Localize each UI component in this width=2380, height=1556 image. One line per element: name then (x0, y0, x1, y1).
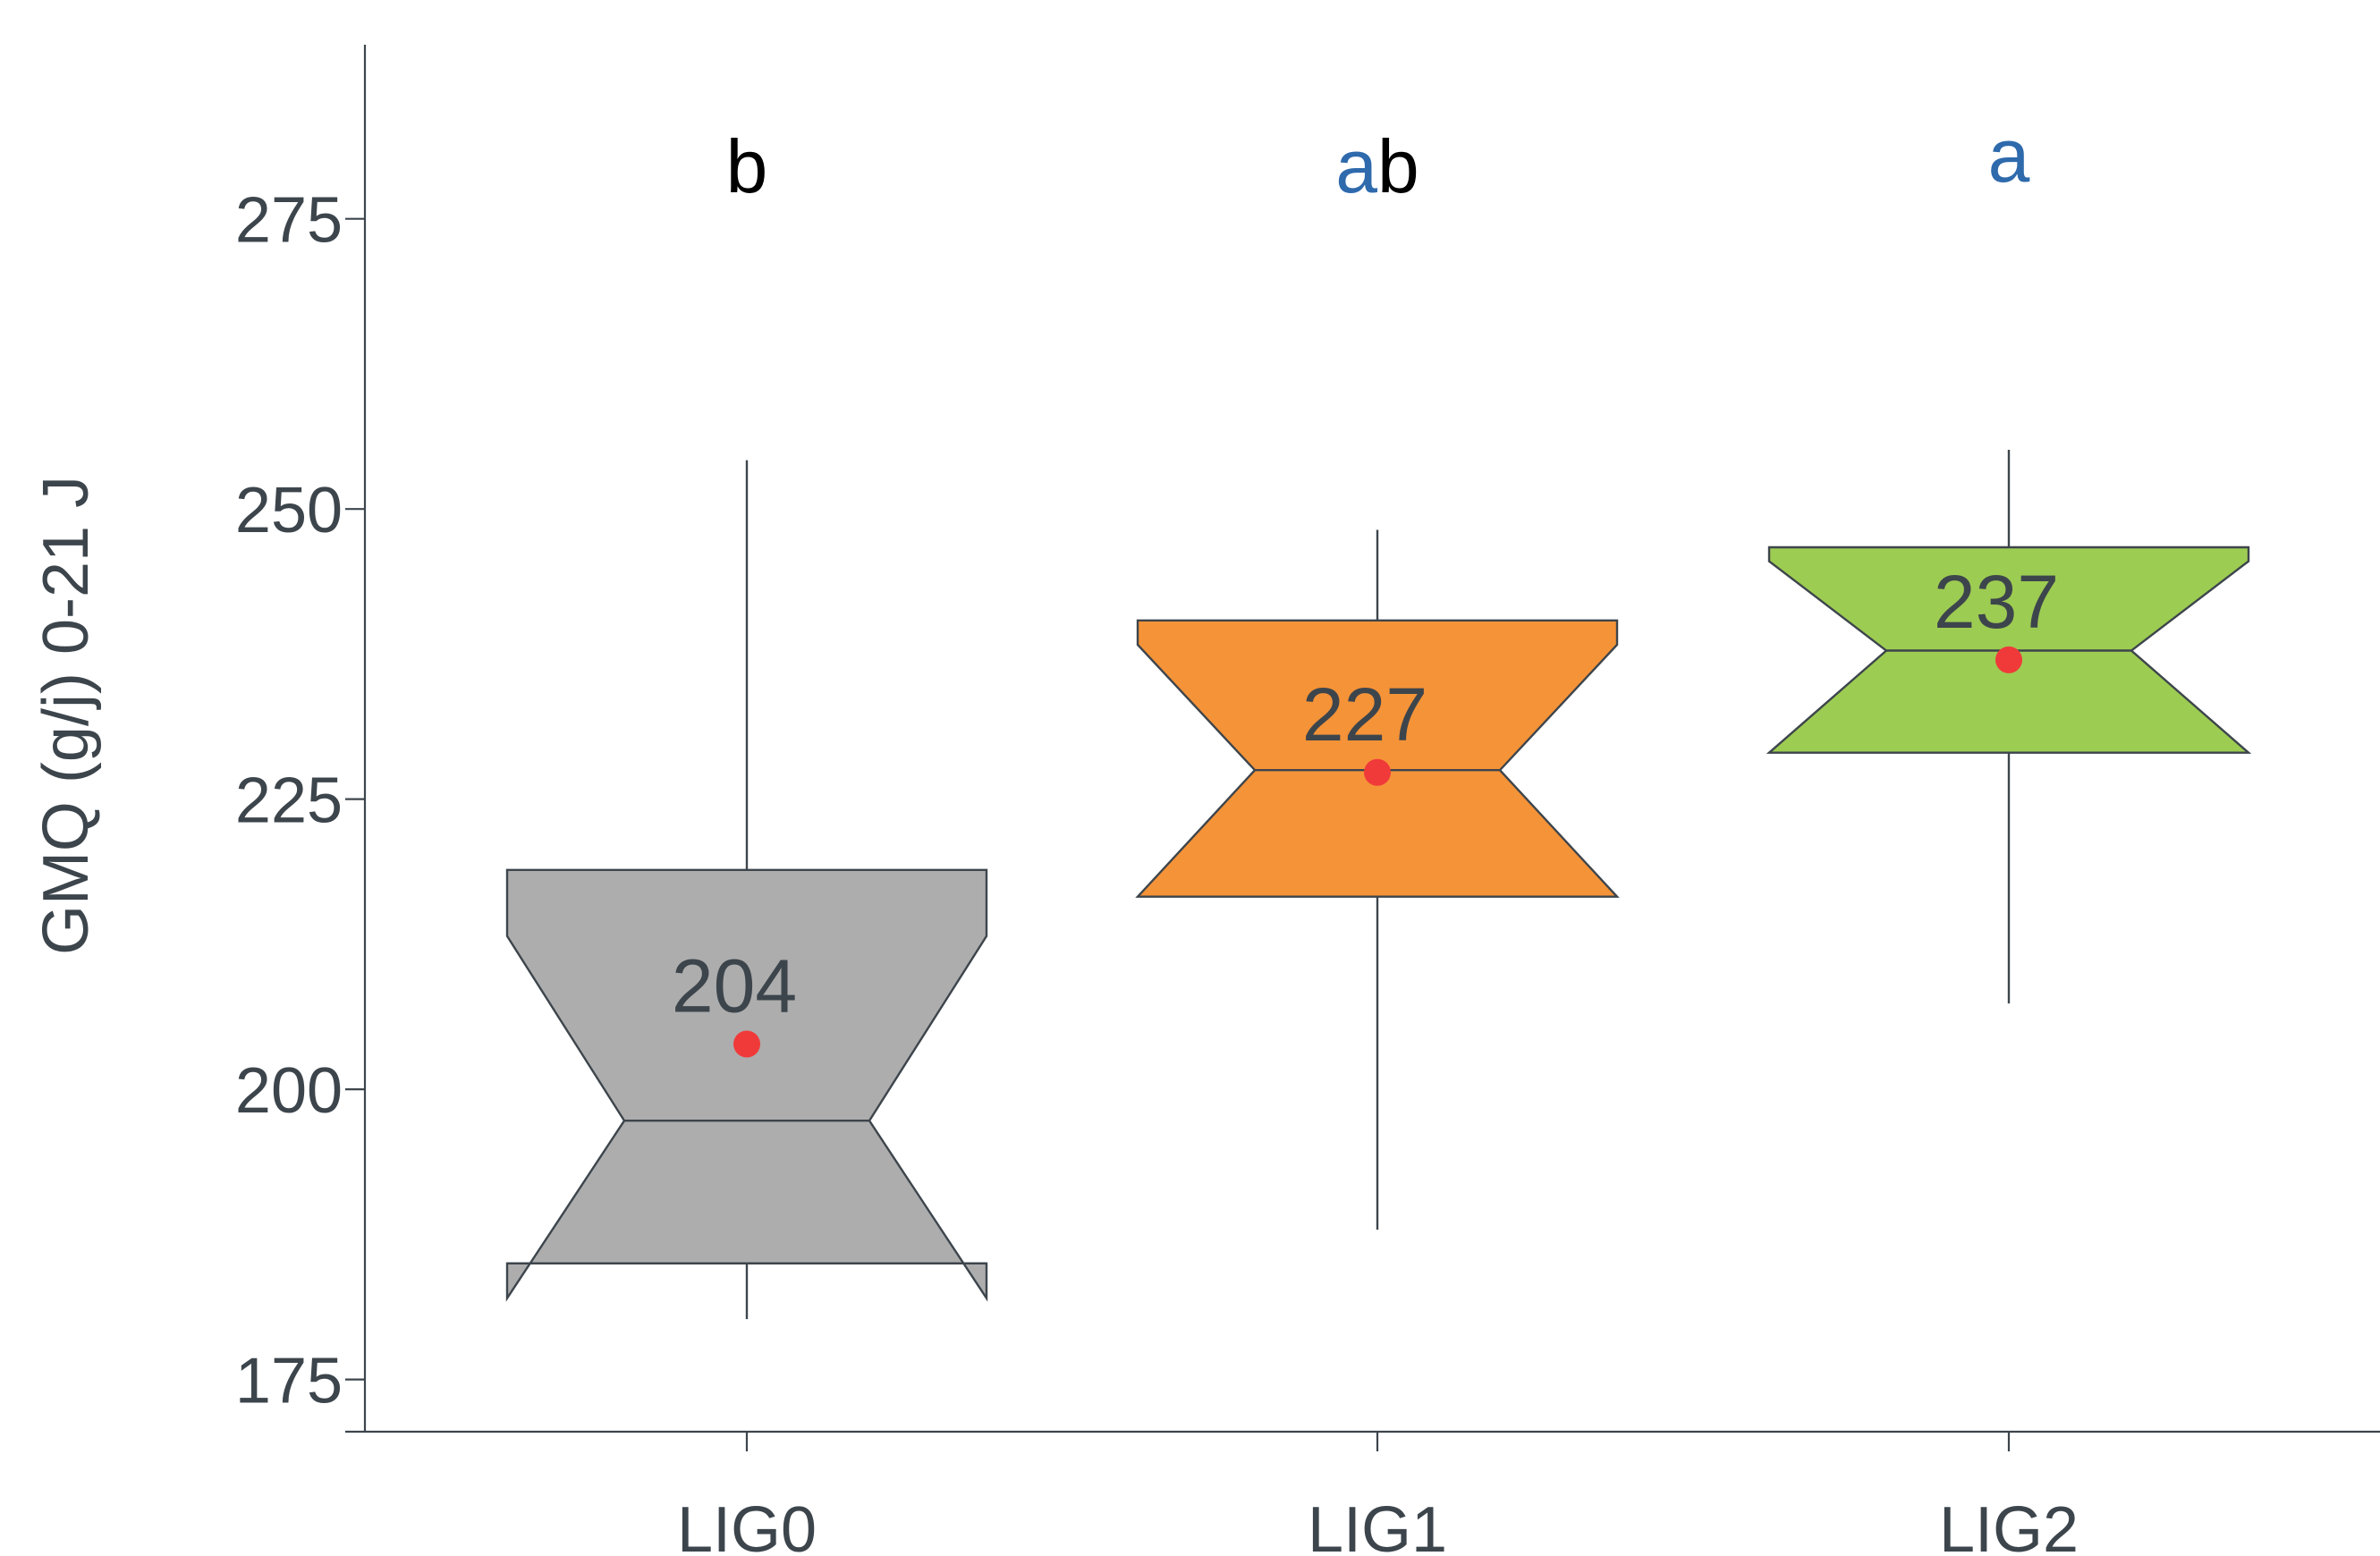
x-axis: LIG0 LIG1 LIG2 (345, 1430, 2380, 1556)
mean-marker (733, 1030, 760, 1058)
y-tick-label: 200 (235, 1055, 343, 1127)
mean-marker (1364, 758, 1391, 786)
significance-letter: a (1988, 114, 2030, 198)
x-tick-label: LIG2 (1939, 1494, 2079, 1556)
mean-label: 237 (1934, 560, 2059, 644)
box-body (505, 868, 988, 1302)
y-axis: 175 200 225 250 275 (235, 45, 367, 1432)
significance-letter: b (726, 124, 768, 208)
box-body (1135, 619, 1620, 898)
significance-letter: a (1335, 124, 1377, 208)
box-group-lig2: 237 a (1766, 114, 2252, 1004)
significance-letters: a (1988, 114, 2030, 198)
significance-letters: b (726, 124, 768, 208)
mean-label: 204 (672, 943, 797, 1027)
x-tick-label: LIG1 (1308, 1494, 1447, 1556)
box-group-lig0: 204 b (505, 124, 988, 1320)
significance-letter: b (1377, 124, 1419, 208)
box-group-lig1: 227 ab (1135, 124, 1620, 1230)
y-axis-title: GMQ (g/j) 0-21 J (30, 476, 102, 955)
y-tick-label: 275 (235, 185, 343, 257)
y-tick-label: 225 (235, 765, 343, 837)
mean-marker (1995, 646, 2022, 673)
significance-letters: ab (1335, 124, 1419, 208)
y-tick-label: 175 (235, 1346, 343, 1417)
y-tick-label: 250 (235, 475, 343, 546)
mean-label: 227 (1302, 672, 1427, 757)
x-tick-label: LIG0 (677, 1494, 817, 1556)
